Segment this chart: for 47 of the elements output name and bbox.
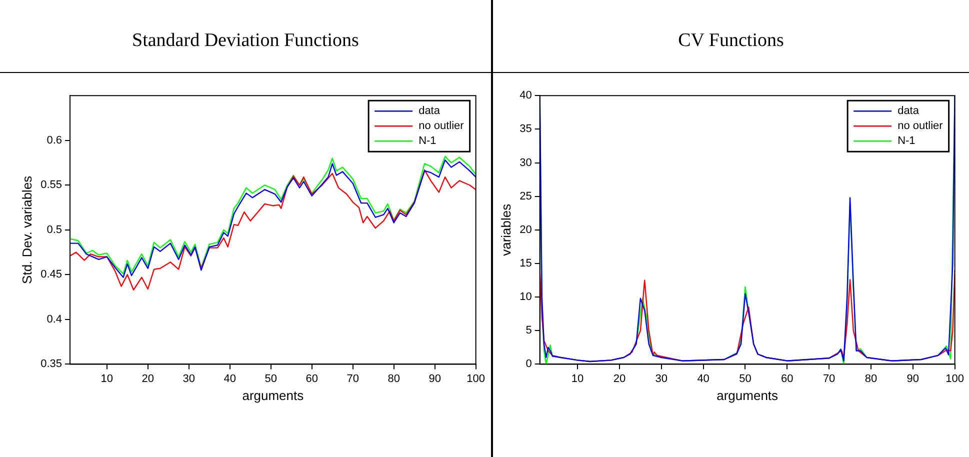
chart-title: CV Functions [677,30,785,52]
x-tick-label: 10 [571,372,584,385]
legend-label: N-1 [898,135,916,148]
y-tick-label: 5 [526,324,532,337]
x-tick-label: 20 [142,372,154,385]
x-tick-label: 60 [781,372,794,385]
y-tick-label: 0.4 [46,313,62,326]
y-tick-label: 35 [520,123,532,136]
y-tick-label: 0.35 [40,358,62,370]
chart-title: Standard Deviation Functions [131,30,360,52]
y-axis-title: variables [498,203,514,256]
y-tick-label: 0 [526,358,532,370]
y-tick-label: 20 [520,224,532,236]
y-axis-title: Std. Dev. variables [19,175,34,284]
y-tick-label: 30 [520,156,532,169]
x-tick-label: 40 [697,372,710,385]
x-tick-label: 60 [306,372,318,385]
y-tick-label: 15 [520,258,532,270]
x-tick-label: 100 [466,372,486,385]
x-tick-label: 30 [182,372,196,385]
x-tick-label: 50 [264,372,277,385]
y-tick-label: 0.6 [46,134,62,146]
x-tick-label: 80 [388,372,400,385]
y-tick-label: 10 [520,291,532,304]
x-axis-title: arguments [716,388,779,403]
x-tick-label: 70 [822,372,836,385]
y-tick-label: 40 [520,90,532,102]
x-tick-label: 40 [224,372,236,385]
x-tick-label: 30 [655,372,668,385]
x-tick-label: 90 [906,372,920,385]
x-tick-label: 90 [428,372,441,385]
y-tick-label: 0.5 [46,224,62,236]
legend-label: data [418,105,441,118]
y-tick-label: 0.55 [40,179,62,192]
x-tick-label: 10 [100,372,114,385]
x-tick-label: 100 [946,372,964,385]
y-tick-label: 25 [520,190,532,202]
legend-label: no outlier [418,120,464,132]
x-tick-label: 70 [346,372,359,385]
x-tick-label: 50 [739,372,752,385]
legend-label: data [898,105,920,118]
x-tick-label: 20 [613,372,626,385]
legend-label: N-1 [418,135,436,148]
x-tick-label: 80 [864,372,878,385]
legend-label: no outlier [898,120,944,132]
x-axis-title: arguments [242,388,304,403]
y-tick-label: 0.45 [40,268,62,281]
